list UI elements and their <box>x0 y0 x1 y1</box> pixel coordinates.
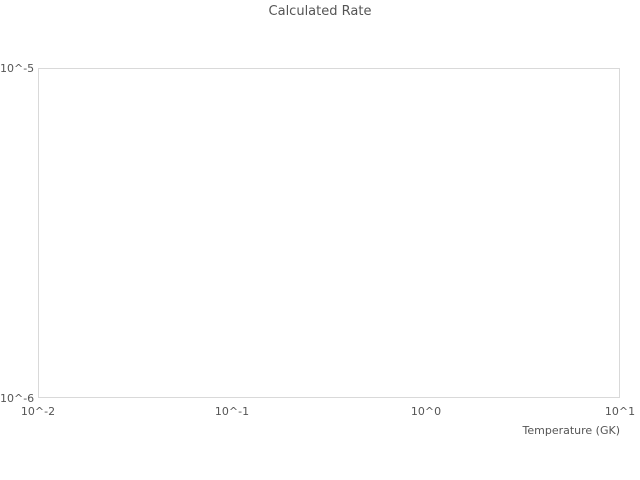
y-tick-label-1e-5: 10^-5 <box>0 62 35 75</box>
x-tick-label-1e0: 10^0 <box>410 405 442 418</box>
x-axis-label: Temperature (GK) <box>522 424 621 437</box>
x-tick-label-1e-2: 10^-2 <box>20 405 56 418</box>
chart-title: Calculated Rate <box>268 4 372 19</box>
x-tick-label-1e-1: 10^-1 <box>214 405 250 418</box>
y-tick-label-1e-6: 10^-6 <box>0 392 35 405</box>
x-tick-label-1e1: 10^1 <box>604 405 636 418</box>
plot-area <box>38 68 620 398</box>
